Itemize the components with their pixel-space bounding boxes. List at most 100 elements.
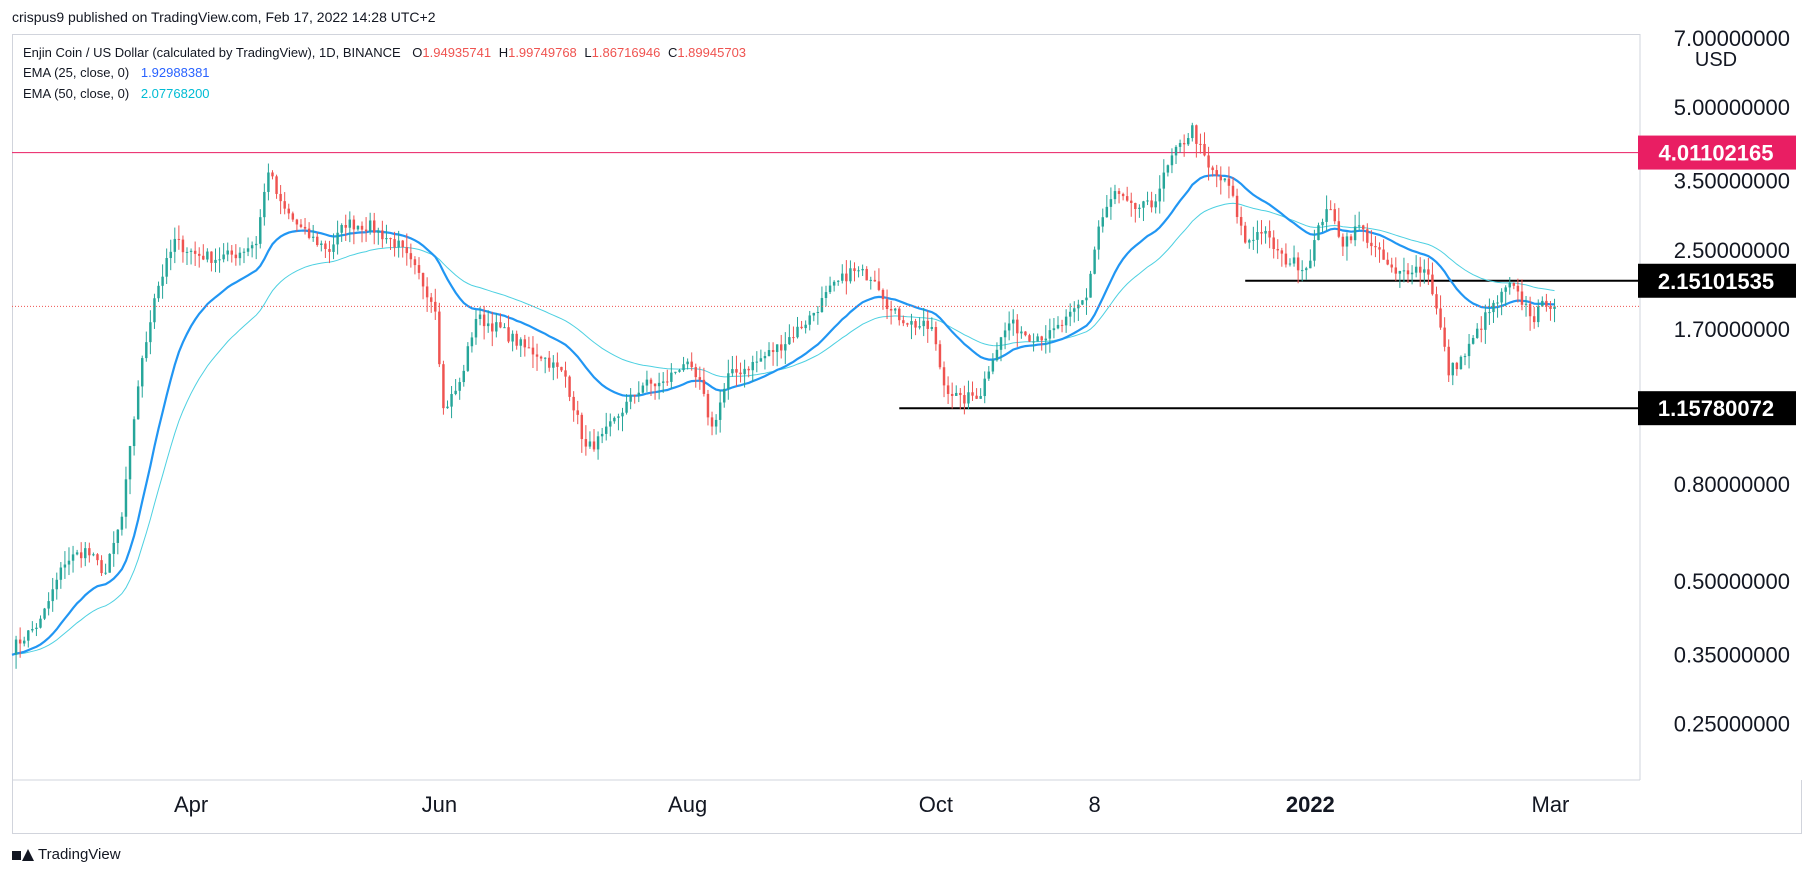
- candle: [604, 412, 608, 441]
- candle-body: [177, 238, 181, 240]
- price-tick-label: 0.50000000: [1674, 569, 1790, 594]
- candle: [845, 260, 848, 295]
- candle-body: [987, 371, 991, 379]
- candle: [128, 445, 132, 495]
- candle: [429, 292, 433, 313]
- candle-body: [661, 381, 665, 383]
- candle-body: [405, 247, 409, 254]
- candle: [450, 385, 453, 419]
- candle-body: [963, 395, 966, 404]
- candle: [120, 512, 124, 536]
- candle-body: [1146, 200, 1149, 202]
- price-tick-label: 0.25000000: [1674, 712, 1790, 737]
- candle: [1427, 257, 1430, 285]
- candle: [983, 371, 986, 404]
- candle-body: [592, 441, 596, 450]
- candle: [1508, 277, 1511, 295]
- candle: [1040, 335, 1043, 351]
- candle-body: [1423, 269, 1426, 273]
- candle: [263, 183, 266, 226]
- candle: [1056, 316, 1060, 330]
- candle: [238, 247, 242, 266]
- currency-label: USD: [1695, 49, 1737, 71]
- candle-body: [104, 572, 107, 574]
- candle-body: [1370, 242, 1373, 247]
- candle: [808, 310, 811, 331]
- candle: [417, 257, 421, 280]
- candle-body: [686, 361, 689, 365]
- candle: [539, 355, 543, 362]
- candle: [877, 268, 881, 292]
- candle-body: [1252, 239, 1255, 241]
- candle: [169, 239, 172, 271]
- candle: [1235, 188, 1239, 224]
- candle: [698, 366, 702, 390]
- candle: [755, 351, 759, 373]
- footer-brand[interactable]: TradingView: [12, 846, 121, 863]
- candle: [1528, 296, 1532, 331]
- candle-body: [1056, 324, 1060, 329]
- candle-body: [820, 298, 824, 313]
- candle: [1105, 195, 1109, 218]
- candle-body: [128, 446, 132, 480]
- candle: [1239, 206, 1243, 236]
- candle-body: [75, 552, 79, 555]
- legend-ema25-value: 1.92988381: [140, 65, 210, 80]
- candle: [438, 302, 441, 368]
- candle-body: [1162, 172, 1166, 189]
- candle: [1378, 242, 1381, 263]
- candle-body: [454, 390, 457, 395]
- candle: [580, 412, 584, 453]
- candle: [311, 224, 315, 242]
- candle-body: [206, 251, 209, 260]
- candle-body: [71, 554, 75, 561]
- candle-body: [1130, 200, 1133, 203]
- candle: [771, 342, 775, 366]
- candle: [332, 233, 335, 260]
- candle-body: [377, 230, 380, 233]
- candle: [1321, 218, 1324, 233]
- candle-body: [898, 308, 901, 321]
- candle: [1484, 304, 1487, 344]
- candle-body: [1500, 291, 1503, 303]
- candle: [79, 542, 83, 568]
- candle-body: [1068, 311, 1072, 317]
- candle: [1182, 134, 1186, 157]
- candle: [710, 411, 714, 436]
- candle-body: [617, 416, 620, 418]
- candle: [230, 245, 234, 263]
- candle: [136, 380, 140, 420]
- candle-body: [1260, 232, 1263, 234]
- candle: [401, 239, 404, 258]
- candle: [682, 356, 685, 372]
- candle: [279, 185, 282, 215]
- candle: [31, 621, 34, 633]
- candle: [242, 248, 246, 264]
- candle-body: [401, 240, 404, 248]
- candle: [226, 242, 229, 262]
- candle-body: [96, 554, 99, 561]
- candle-body: [942, 367, 946, 386]
- candle-body: [238, 252, 242, 259]
- candle-body: [788, 337, 791, 345]
- candle: [92, 552, 95, 557]
- candle-body: [832, 281, 836, 286]
- candle: [893, 307, 897, 315]
- candle: [552, 355, 555, 381]
- candle-body: [1418, 266, 1422, 273]
- candle: [1138, 204, 1141, 218]
- candle: [824, 285, 828, 307]
- candle-body: [51, 589, 54, 602]
- candle-body: [1524, 303, 1528, 305]
- candle: [999, 336, 1003, 362]
- candle-body: [930, 327, 934, 329]
- candle-body: [1036, 336, 1039, 342]
- candle: [1353, 214, 1357, 247]
- candle: [1020, 326, 1023, 339]
- candle-body: [706, 393, 710, 418]
- candle-body: [47, 601, 50, 609]
- candle: [560, 366, 563, 373]
- candle: [743, 359, 746, 388]
- candle: [267, 163, 270, 201]
